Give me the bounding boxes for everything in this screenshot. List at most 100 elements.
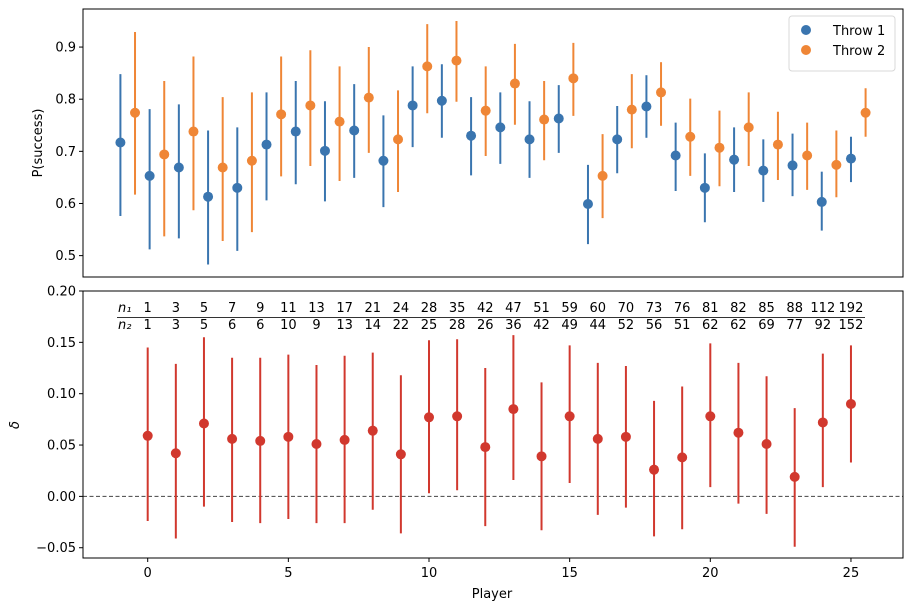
y-tick-label: 0.7 (55, 145, 76, 160)
n2-count: 13 (336, 318, 353, 333)
legend-marker-throw-2 (801, 45, 811, 55)
n2-count: 69 (758, 318, 775, 333)
data-point (670, 150, 681, 161)
y-tick-label: 0.6 (55, 197, 76, 212)
y-tick-label: −0.05 (36, 541, 76, 556)
n2-count: 22 (393, 318, 410, 333)
legend-marker-throw-1 (801, 25, 811, 35)
legend-box (788, 15, 896, 72)
n2-count: 10 (280, 318, 297, 333)
data-point (582, 199, 593, 210)
bottom-y-axis-label: δ (8, 421, 23, 429)
bottom-x-axis-label: Player (472, 587, 513, 602)
n2-count: 28 (449, 318, 466, 333)
data-point (677, 452, 688, 463)
n1-count: 13 (308, 301, 325, 316)
data-point (311, 439, 322, 450)
y-tick-label: 0.10 (47, 387, 76, 402)
x-tick-label: 5 (284, 566, 292, 581)
n2-count: 77 (786, 318, 803, 333)
data-point (568, 73, 579, 84)
data-point (817, 417, 828, 428)
series-throw-2 (130, 20, 871, 242)
delta-errorbar-marks (142, 335, 856, 547)
data-point (524, 134, 535, 145)
data-point (592, 433, 603, 444)
data-point (733, 427, 744, 438)
n2-row-label: n₂ (118, 318, 131, 333)
n1-row-label: n₁ (118, 301, 131, 316)
data-point (203, 191, 214, 202)
bottom-axes-frame (82, 290, 904, 559)
n1-count: 24 (393, 301, 410, 316)
data-point (831, 159, 842, 170)
data-point (198, 418, 209, 429)
n2-count: 92 (815, 318, 832, 333)
data-point (217, 162, 228, 173)
legend-label-throw-1: Throw 1 (832, 24, 885, 39)
legend-label-throw-2: Throw 2 (832, 44, 885, 59)
n1-count: 47 (505, 301, 522, 316)
n1-count: 35 (449, 301, 466, 316)
data-point (685, 131, 696, 142)
data-point (656, 87, 667, 98)
n1-count: 81 (702, 301, 719, 316)
legend: Throw 1 Throw 2 (788, 15, 896, 72)
n2-count: 6 (256, 318, 264, 333)
data-point (845, 398, 856, 409)
n1-count: 1 (144, 301, 152, 316)
data-point (536, 451, 547, 462)
n1-count: 88 (786, 301, 803, 316)
data-point (378, 155, 389, 166)
top-y-ticks: 0.5 0.6 0.7 0.8 0.9 (55, 41, 83, 264)
n2-count: 1 (144, 318, 152, 333)
data-point (789, 471, 800, 482)
n2-count: 49 (561, 318, 578, 333)
data-point (436, 95, 447, 106)
success-probability-panel: 0.5 0.6 0.7 0.8 0.9 P(success) Throw 1 Throw… (31, 8, 904, 278)
n2-count: 6 (228, 318, 236, 333)
n1-count: 21 (364, 301, 381, 316)
data-point (761, 439, 772, 450)
data-point (564, 411, 575, 422)
n2-count: 56 (646, 318, 663, 333)
data-point (649, 464, 660, 475)
top-errorbar-marks (115, 20, 871, 265)
data-point (319, 145, 330, 156)
y-tick-label: 0.00 (47, 490, 76, 505)
data-point (539, 114, 550, 125)
data-point (232, 182, 243, 193)
n2-count: 25 (421, 318, 438, 333)
data-point (466, 130, 477, 141)
data-point (283, 431, 294, 442)
data-point (276, 109, 287, 120)
data-point (743, 122, 754, 133)
top-axes-frame (82, 8, 904, 278)
n1-count: 28 (421, 301, 438, 316)
n1-count: 82 (730, 301, 747, 316)
series-throw-1 (115, 64, 856, 265)
data-point (170, 448, 181, 459)
data-point (349, 125, 360, 136)
data-point (480, 105, 491, 116)
data-point (393, 134, 404, 145)
data-point (246, 155, 257, 166)
data-point (705, 411, 716, 422)
y-tick-label: 0.9 (55, 41, 76, 56)
data-point (144, 170, 155, 181)
data-point (699, 182, 710, 193)
data-point (641, 101, 652, 112)
n2-count: 52 (618, 318, 635, 333)
data-point (480, 442, 491, 453)
n1-count: 5 (200, 301, 208, 316)
data-point (290, 126, 301, 137)
y-tick-label: 0.20 (47, 285, 76, 300)
n1-count: 76 (674, 301, 691, 316)
data-point (159, 149, 170, 160)
y-tick-label: 0.5 (55, 249, 76, 264)
data-point (452, 411, 463, 422)
sample-count-table: n₁ n₂ 1133557696111013917132114242228253… (117, 301, 865, 333)
data-point (612, 134, 623, 145)
data-point (142, 430, 153, 441)
data-point (424, 412, 435, 423)
